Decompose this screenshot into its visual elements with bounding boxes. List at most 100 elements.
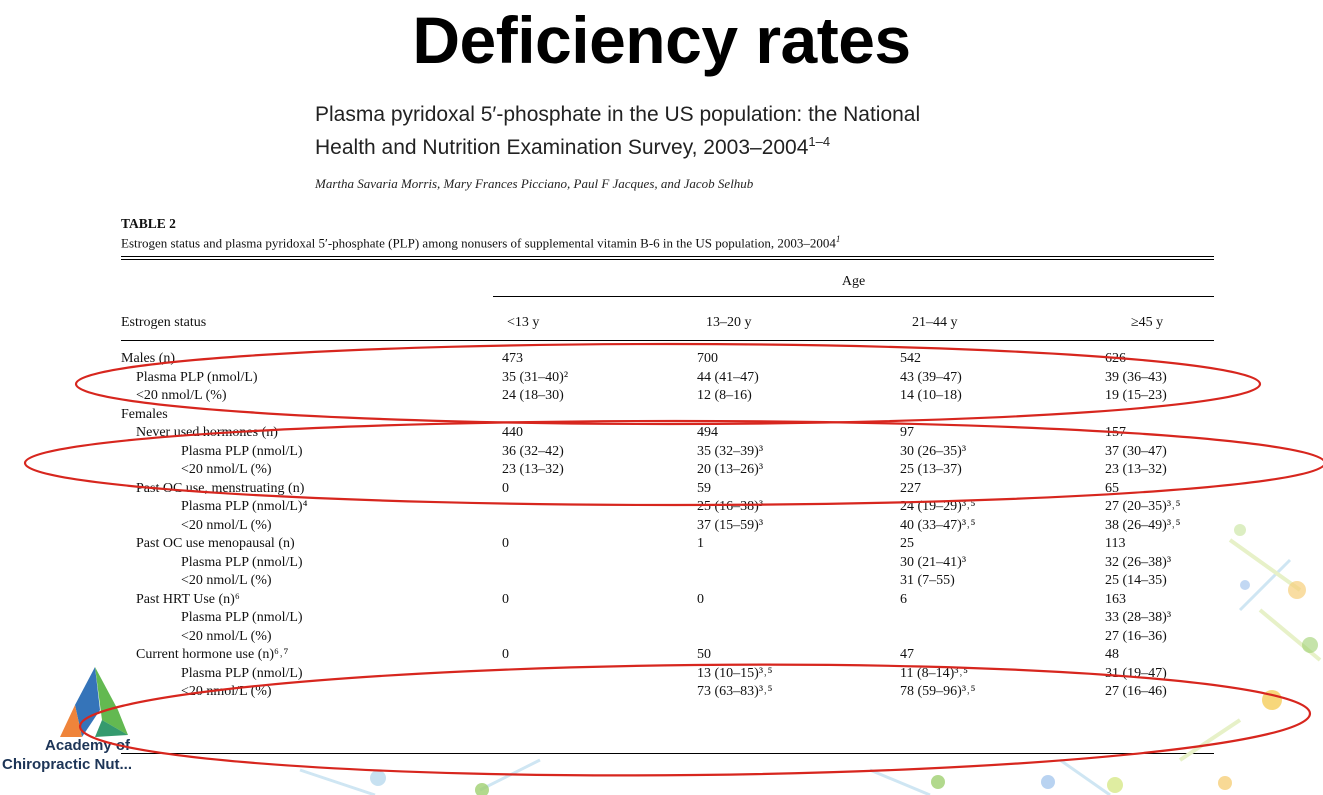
table-cell: 0 xyxy=(502,591,509,607)
table-cell: 20 (13–26)³ xyxy=(697,462,764,477)
col-header-age-2: 21–44 y xyxy=(912,315,958,330)
table-cell: 73 (63–83)³˒⁵ xyxy=(697,684,773,699)
col-header-estrogen-status: Estrogen status xyxy=(121,315,207,330)
table-body: Males (n) 473 700 542 626 Plasma PLP (nmol/L)… xyxy=(121,350,1214,702)
paper-title: Plasma pyridoxal 5′-phosphate in the US … xyxy=(315,101,1075,161)
table-row: Plasma PLP (nmol/L) 35 (31–40)² 44 (41–47)… xyxy=(121,369,1214,388)
table-cell: 6 xyxy=(900,591,907,607)
table-cell: 157 xyxy=(1105,425,1126,440)
table-cell: 700 xyxy=(697,351,718,366)
table-cell: 0 xyxy=(502,480,509,496)
table-cell: 25 (14–35) xyxy=(1105,573,1167,588)
table-cell: 78 (59–96)³˒⁵ xyxy=(900,684,976,699)
table-row: Past OC use, menstruating (n) 0 59 227 65 xyxy=(121,480,1214,499)
table-row: Males (n) 473 700 542 626 xyxy=(121,350,1214,369)
table-cell: 440 xyxy=(502,425,523,440)
table-cell: 0 xyxy=(697,591,704,607)
table-cell: 13 (10–15)³˒⁵ xyxy=(697,665,773,681)
table-cell: 23 (13–32) xyxy=(1105,462,1167,477)
paper-authors: Martha Savaria Morris, Mary Frances Picc… xyxy=(315,176,754,191)
row-label: Females xyxy=(121,406,168,422)
table-cell: 44 (41–47) xyxy=(697,369,759,385)
table-cell: 33 (28–38)³ xyxy=(1105,610,1172,625)
table-cell: 32 (26–38)³ xyxy=(1105,554,1172,570)
row-label: <20 nmol/L (%) xyxy=(136,388,227,403)
col-header-age-3: ≥45 y xyxy=(1131,315,1164,330)
table-cell: 25 xyxy=(900,536,914,551)
table-row: <20 nmol/L (%) 31 (7–55) 25 (14–35) xyxy=(121,572,1214,591)
table-caption-sup: 1 xyxy=(835,234,841,244)
table-cell: 27 (16–36) xyxy=(1105,628,1167,644)
row-label: Males (n) xyxy=(121,351,176,366)
paper-title-line2: Health and Nutrition Examination Survey,… xyxy=(315,136,809,159)
table-cell: 30 (26–35)³ xyxy=(900,443,967,459)
table-cell: 30 (21–41)³ xyxy=(900,554,967,570)
table-cell: 31 (7–55) xyxy=(900,573,955,588)
table-cell: 37 (30–47) xyxy=(1105,443,1167,459)
table-cell: 542 xyxy=(900,351,921,366)
table-cell: 65 xyxy=(1105,480,1119,496)
table-row: Never used hormones (n) 440 494 97 157 xyxy=(121,424,1214,443)
table-cell: 38 (26–49)³˒⁵ xyxy=(1105,517,1181,533)
row-label: <20 nmol/L (%) xyxy=(181,462,272,477)
table-row: Plasma PLP (nmol/L) 13 (10–15)³˒⁵ 11 (8–14… xyxy=(121,665,1214,684)
table-row: Plasma PLP (nmol/L)⁴ 25 (16–38)³ 24 (19–29… xyxy=(121,498,1214,517)
row-label: <20 nmol/L (%) xyxy=(181,684,272,699)
table-cell: 31 (19–47) xyxy=(1105,665,1167,681)
table-row: Past HRT Use (n)⁶ 0 0 6 163 xyxy=(121,591,1214,610)
table-caption: Estrogen status and plasma pyridoxal 5′-… xyxy=(121,234,840,251)
table-cell: 27 (20–35)³˒⁵ xyxy=(1105,499,1181,514)
row-label: Past HRT Use (n)⁶ xyxy=(136,591,240,607)
table-cell: 97 xyxy=(900,425,914,440)
table-row: <20 nmol/L (%) 37 (15–59)³ 40 (33–47)³˒⁵ 38… xyxy=(121,517,1214,536)
table-cell: 25 (16–38)³ xyxy=(697,499,764,514)
table-cell: 47 xyxy=(900,647,914,662)
table-label: TABLE 2 xyxy=(121,216,176,231)
table-cell: 25 (13–37) xyxy=(900,462,962,477)
col-header-age-1: 13–20 y xyxy=(706,315,752,330)
table-cell: 23 (13–32) xyxy=(502,462,564,477)
row-label: Plasma PLP (nmol/L) xyxy=(136,369,258,385)
table-cell: 163 xyxy=(1105,591,1126,607)
row-label: Current hormone use (n)⁶˒⁷ xyxy=(136,647,289,662)
table-caption-text: Estrogen status and plasma pyridoxal 5′-… xyxy=(121,235,836,251)
logo-text-line1: Academy of xyxy=(45,737,131,754)
row-label: Plasma PLP (nmol/L) xyxy=(181,665,303,681)
table-row: Females xyxy=(121,406,1214,425)
paper-title-line1: Plasma pyridoxal 5′-phosphate in the US … xyxy=(315,103,921,126)
table-row: <20 nmol/L (%) 73 (63–83)³˒⁵ 78 (59–96)³˒⁵… xyxy=(121,683,1214,702)
table-row: Plasma PLP (nmol/L) 36 (32–42) 35 (32–39)³… xyxy=(121,443,1214,462)
table-row: <20 nmol/L (%) 23 (13–32) 20 (13–26)³ 25 (1… xyxy=(121,461,1214,480)
table-cell: 19 (15–23) xyxy=(1105,388,1167,403)
table-cell: 473 xyxy=(502,351,523,366)
table-cell: 27 (16–46) xyxy=(1105,684,1167,699)
age-header: Age xyxy=(841,274,866,289)
table-cell: 37 (15–59)³ xyxy=(697,517,764,533)
table-row: <20 nmol/L (%) 27 (16–36) xyxy=(121,628,1214,647)
table-cell: 48 xyxy=(1105,647,1119,662)
table-top-rule xyxy=(121,256,1214,257)
table-cell: 36 (32–42) xyxy=(502,443,564,459)
table-cell: 1 xyxy=(697,536,704,551)
table-row: Past OC use menopausal (n) 0 1 25 113 xyxy=(121,535,1214,554)
table-cell: 40 (33–47)³˒⁵ xyxy=(900,517,976,533)
row-label: <20 nmol/L (%) xyxy=(181,573,272,588)
table-cell: 494 xyxy=(697,425,718,440)
table-cell: 227 xyxy=(900,480,921,496)
table-row: Current hormone use (n)⁶˒⁷ 0 50 47 48 xyxy=(121,646,1214,665)
table-cell: 113 xyxy=(1105,536,1126,551)
table-cell: 39 (36–43) xyxy=(1105,369,1167,385)
table-cell: 626 xyxy=(1105,351,1126,366)
table-cell: 35 (32–39)³ xyxy=(697,443,764,459)
row-label: Plasma PLP (nmol/L) xyxy=(181,554,303,570)
table-row: Plasma PLP (nmol/L) 33 (28–38)³ xyxy=(121,609,1214,628)
logo-text-line2: Chiropractic Nut... xyxy=(2,756,133,773)
table-top-rule-2 xyxy=(121,259,1214,260)
row-label: <20 nmol/L (%) xyxy=(181,628,272,644)
table-row: Plasma PLP (nmol/L) 30 (21–41)³ 32 (26–38)… xyxy=(121,554,1214,573)
table-cell: 35 (31–40)² xyxy=(502,369,569,385)
table-cell: 24 (18–30) xyxy=(502,388,564,403)
table-cell: 12 (8–16) xyxy=(697,388,752,403)
table-cell: 24 (19–29)³˒⁵ xyxy=(900,499,976,514)
table-cell: 43 (39–47) xyxy=(900,369,962,385)
